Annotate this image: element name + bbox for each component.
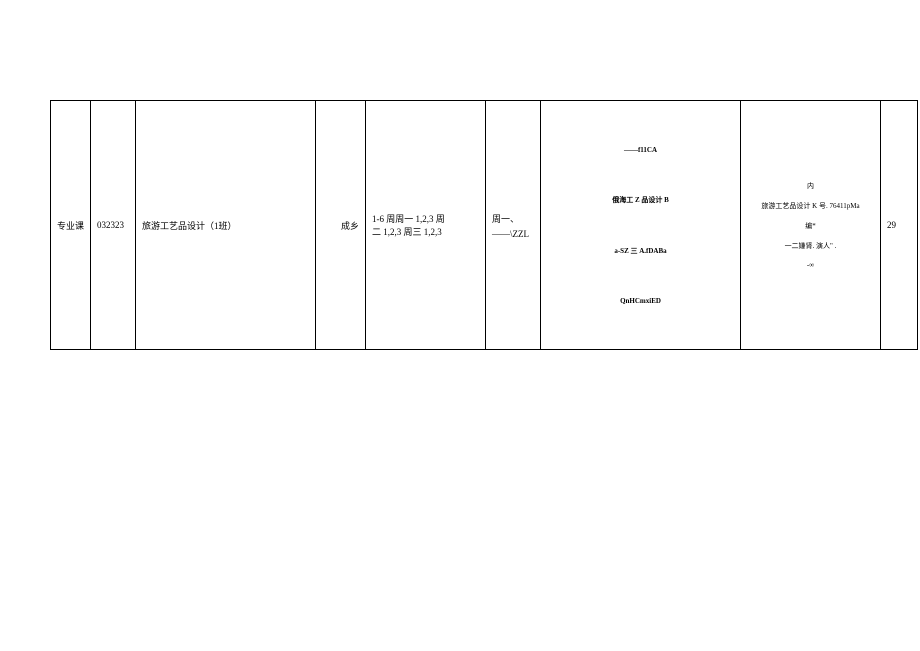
detail-item-4: QnHCmxiED	[620, 297, 661, 305]
schedule-line2: 二 1,2,3 周三 1,2,3	[372, 225, 442, 238]
course-name-text: 旅游工艺品设计（1班）	[142, 219, 237, 232]
note-item-4: 一二嫌肾. 演人" .	[785, 241, 837, 251]
course-code-text: 032323	[97, 220, 124, 230]
note-item-1: 内	[807, 181, 814, 191]
instructor-cell: 成乡	[316, 101, 366, 349]
count-text: 29	[887, 220, 896, 230]
count-cell: 29	[881, 101, 917, 349]
notes-cell: 内 旅游工艺品设计 K 号. 76411pMa 编* 一二嫌肾. 演人" . -…	[741, 101, 881, 349]
day-line2: ——\ZZL	[492, 229, 529, 239]
instructor-text: 成乡	[341, 219, 359, 232]
course-code-cell: 032323	[91, 101, 136, 349]
note-item-3: 编*	[805, 221, 816, 231]
course-name-cell: 旅游工艺品设计（1班）	[136, 101, 316, 349]
detail-item-3: a-SZ 三 A.fDABa	[614, 246, 666, 256]
course-type-text: 专业课	[57, 219, 84, 232]
schedule-table: 专业课 032323 旅游工艺品设计（1班） 成乡 1-6 周周一 1,2,3 …	[50, 100, 918, 350]
details-cell: ——f11CA 俄海工 Z 品设计 B a-SZ 三 A.fDABa QnHCm…	[541, 101, 741, 349]
day-cell: 周一、 ——\ZZL	[486, 101, 541, 349]
note-item-2: 旅游工艺品设计 K 号. 76411pMa	[761, 201, 859, 211]
detail-item-1: ——f11CA	[624, 146, 657, 154]
note-item-5: -∞	[807, 261, 814, 269]
schedule-cell: 1-6 周周一 1,2,3 周 二 1,2,3 周三 1,2,3	[366, 101, 486, 349]
day-line1: 周一、	[492, 212, 529, 225]
schedule-line1: 1-6 周周一 1,2,3 周	[372, 212, 445, 225]
detail-item-2: 俄海工 Z 品设计 B	[612, 195, 669, 205]
course-type-cell: 专业课	[51, 101, 91, 349]
